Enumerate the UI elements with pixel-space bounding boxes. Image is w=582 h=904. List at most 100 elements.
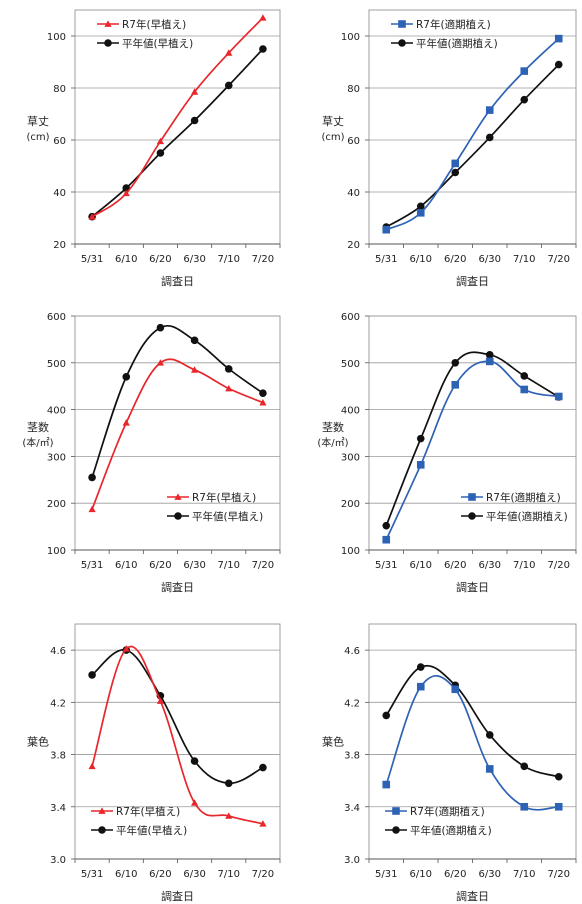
x-axis-title: 調査日	[161, 274, 194, 288]
legend-label: R7年(早植え)	[116, 805, 180, 818]
data-point	[416, 202, 425, 211]
y-axis-unit: (本/㎡)	[317, 436, 348, 449]
data-point	[156, 697, 165, 704]
legend-label: 平年値(早植え)	[122, 37, 193, 50]
x-tick-label: 6/30	[479, 869, 501, 880]
x-tick-label: 6/10	[410, 254, 432, 265]
y-axis-title: 葉色	[27, 735, 49, 749]
series-line	[91, 358, 264, 510]
data-point	[554, 772, 563, 781]
data-point	[156, 323, 165, 332]
data-point	[382, 780, 391, 789]
data-point	[88, 762, 96, 770]
y-tick-label: 100	[341, 546, 360, 557]
data-point	[520, 802, 529, 811]
series-line	[91, 325, 264, 478]
x-tick-label: 5/31	[81, 254, 103, 265]
series-line	[385, 675, 559, 811]
data-point	[554, 392, 563, 401]
data-point	[520, 67, 529, 75]
y-tick-label: 200	[47, 499, 66, 510]
y-tick-label: 3.4	[50, 803, 66, 814]
x-tick-label: 6/30	[479, 254, 501, 265]
y-tick-label: 40	[53, 188, 66, 199]
series-current	[88, 645, 267, 827]
data-point	[451, 380, 460, 389]
y-tick-label: 100	[47, 546, 66, 557]
legend-label: R7年(早植え)	[192, 491, 256, 504]
data-point	[190, 88, 199, 95]
chart-stems-early: 100 200 300 400 500 600 5/31 6/10 6/20 6/30 7/10 7/…	[22, 312, 281, 594]
x-tick-label: 7/20	[548, 254, 570, 265]
y-axis-title: 葉色	[322, 735, 344, 749]
data-point	[156, 149, 165, 157]
legend-label: 平年値(早植え)	[116, 824, 187, 837]
legend-label: 平年値(適期植え)	[410, 824, 492, 837]
x-tick-label: 7/20	[252, 560, 274, 571]
data-point	[485, 351, 494, 359]
series-line	[91, 17, 264, 218]
y-tick-label: 3.0	[50, 855, 66, 866]
legend-marker	[398, 39, 406, 47]
data-point	[88, 671, 96, 679]
series-normal-year	[88, 45, 267, 221]
y-tick-label: 300	[341, 452, 360, 463]
legend-label: 平年値(適期植え)	[416, 37, 498, 50]
y-tick-label: 100	[47, 32, 66, 43]
data-point	[416, 461, 425, 469]
y-tick-label: 80	[347, 84, 360, 95]
x-tick-label: 5/31	[81, 560, 103, 571]
legend-marker	[98, 807, 106, 814]
series-normal-year	[88, 323, 267, 482]
y-tick-label: 80	[53, 84, 66, 95]
data-point	[88, 473, 96, 482]
legend-marker	[398, 20, 406, 28]
data-point	[225, 384, 233, 392]
legend-marker	[468, 493, 476, 501]
y-tick-label: 20	[53, 240, 66, 251]
data-point	[122, 373, 131, 381]
legend: R7年(適期植え) 平年値(適期植え)	[385, 805, 492, 837]
legend: R7年(早植え) 平年値(早植え)	[97, 18, 193, 50]
data-point	[190, 757, 199, 765]
legend-marker	[174, 493, 182, 500]
data-point	[382, 521, 391, 530]
series-line	[91, 645, 264, 825]
data-point	[259, 14, 267, 21]
data-point	[259, 398, 267, 406]
data-point	[520, 372, 529, 380]
y-tick-label: 20	[347, 240, 360, 251]
x-tick-label: 6/20	[149, 869, 171, 880]
y-tick-label: 100	[341, 32, 360, 43]
x-tick-label: 7/20	[252, 869, 274, 880]
chart-height-early: 20 40 60 80 100 5/31 6/10 6/20 6/30 7/10 7/20 草丈 (cm…	[26, 9, 281, 288]
legend-marker	[392, 807, 400, 815]
y-tick-label: 3.8	[50, 751, 66, 762]
legend-marker	[174, 512, 182, 520]
x-axis-title: 調査日	[456, 580, 489, 594]
x-tick-label: 6/10	[115, 560, 137, 571]
y-axis-title: 茎数	[27, 421, 49, 434]
data-point	[156, 359, 165, 366]
y-tick-label: 4.2	[344, 698, 360, 709]
series-current	[382, 675, 563, 811]
x-axis-title: 調査日	[456, 274, 489, 288]
legend-label: 平年値(適期植え)	[486, 510, 568, 523]
chart-height-normal: 20 40 60 80 100 5/31 6/10 6/20 6/30 7/10 7/20 草丈 (cm…	[321, 9, 577, 288]
chart-color-normal: 3.0 3.4 3.8 4.2 4.6 5/31 6/10 6/20 6/30 7/10 7/20 葉…	[322, 623, 577, 903]
data-point	[225, 49, 233, 56]
data-point	[451, 159, 460, 168]
series-line	[91, 649, 264, 785]
x-axis-title: 調査日	[456, 889, 489, 903]
data-point	[485, 765, 494, 773]
data-point	[382, 535, 391, 544]
x-tick-label: 6/30	[183, 254, 205, 265]
x-tick-label: 6/20	[444, 560, 466, 571]
y-axis-unit: (本/㎡)	[22, 436, 53, 449]
data-point	[416, 663, 425, 671]
legend-label: 平年値(早植え)	[192, 510, 263, 523]
data-point	[225, 812, 233, 819]
legend-marker	[98, 826, 106, 834]
x-tick-label: 6/10	[115, 254, 137, 265]
